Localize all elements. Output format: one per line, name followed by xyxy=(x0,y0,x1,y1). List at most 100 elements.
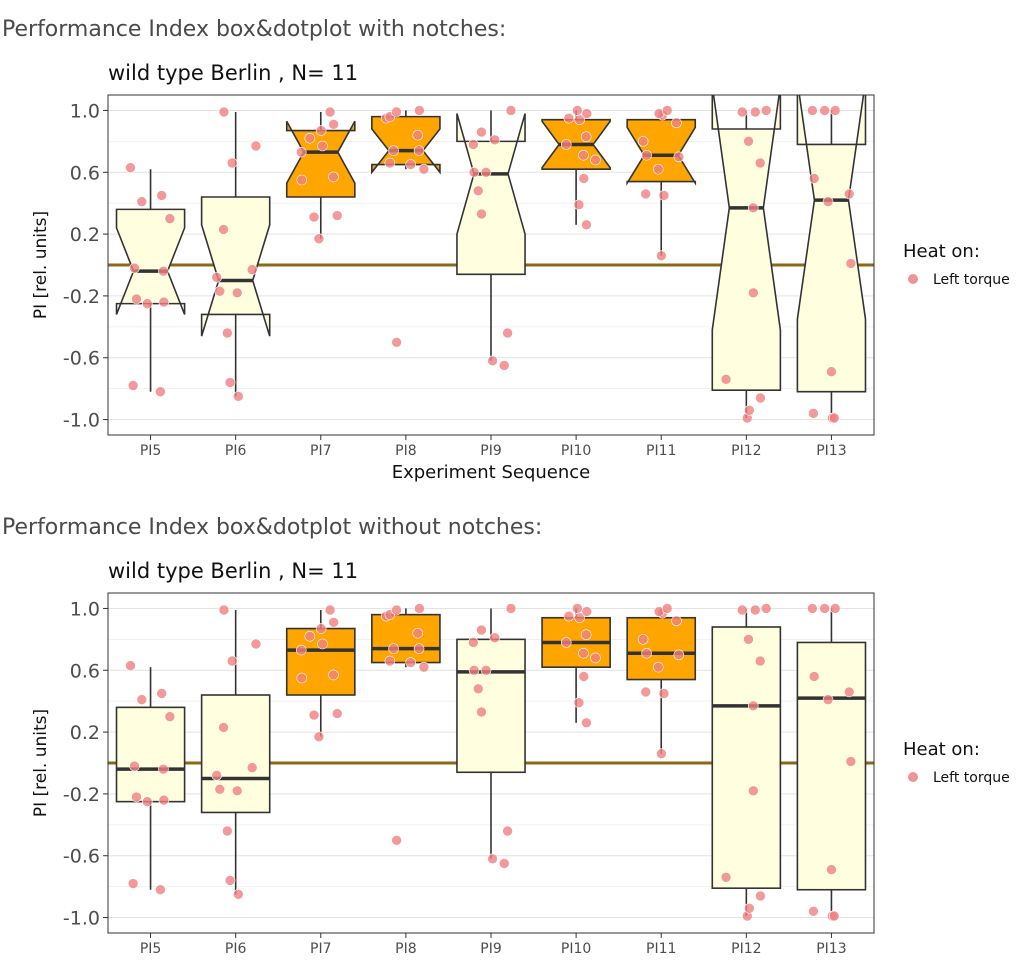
data-point xyxy=(498,360,510,371)
data-point xyxy=(578,149,589,161)
data-point xyxy=(744,902,755,914)
data-point xyxy=(505,603,517,614)
data-point xyxy=(412,129,424,141)
data-point xyxy=(578,173,590,184)
data-point xyxy=(747,700,759,712)
data-point xyxy=(563,112,575,124)
data-point xyxy=(384,157,396,169)
data-point xyxy=(214,285,226,297)
data-point xyxy=(573,199,585,211)
chart-1: wild type Berlin , N= 11 1.0 0.6 0.2 -0.2 -0.… xyxy=(31,559,1010,957)
y-axis-label: PI [rel. units] xyxy=(31,709,51,817)
box-body xyxy=(456,638,526,774)
box-PI6 xyxy=(200,112,271,397)
y-axis: 1.0 0.6 0.2 -0.2 -0.6 -1.0 PI [rel. units] xyxy=(31,100,108,432)
data-point xyxy=(129,262,140,274)
data-point xyxy=(211,272,223,283)
data-point xyxy=(246,762,258,773)
y-tick-label: 1.0 xyxy=(70,598,100,620)
data-point xyxy=(476,208,487,220)
y-tick-label: -0.2 xyxy=(63,286,100,308)
data-point xyxy=(164,213,176,224)
data-point xyxy=(673,649,685,661)
data-point xyxy=(845,258,857,269)
data-point xyxy=(158,265,169,277)
x-tick-label: PI12 xyxy=(731,443,761,459)
data-point xyxy=(328,669,339,681)
box-body xyxy=(371,613,441,664)
data-point xyxy=(843,686,855,698)
data-point xyxy=(391,336,402,348)
data-point xyxy=(760,603,772,614)
data-point xyxy=(590,154,601,166)
y-tick-label: 0.6 xyxy=(70,162,100,184)
data-point xyxy=(388,643,399,654)
legend: Heat on: Left torque xyxy=(903,739,1010,786)
data-point xyxy=(822,694,834,705)
data-point xyxy=(218,604,230,616)
data-point xyxy=(637,634,649,645)
data-point xyxy=(127,878,139,889)
data-point xyxy=(155,884,166,896)
box-body xyxy=(200,196,271,337)
data-point xyxy=(502,825,513,837)
box-body xyxy=(711,626,782,889)
data-point xyxy=(414,105,425,116)
box-body xyxy=(626,118,697,186)
box-body xyxy=(115,208,186,315)
data-point xyxy=(476,706,487,718)
x-axis: PI5 PI6 PI7 PI8 PI9 PI10 PI11 PI12 PI13 Experimen… xyxy=(140,435,847,483)
data-point xyxy=(720,374,732,385)
data-point xyxy=(652,661,664,673)
data-point xyxy=(317,638,328,650)
data-point xyxy=(218,722,229,733)
data-point xyxy=(640,686,652,698)
data-point xyxy=(641,149,652,161)
data-point xyxy=(418,163,430,175)
data-point xyxy=(218,106,230,118)
legend-title: Heat on: xyxy=(903,241,980,262)
x-tick-label: PI6 xyxy=(225,941,247,957)
data-point xyxy=(472,185,484,197)
data-point xyxy=(136,196,148,207)
data-point xyxy=(384,655,396,667)
data-point xyxy=(807,603,818,614)
data-point xyxy=(468,637,479,648)
data-point xyxy=(808,173,820,184)
data-point xyxy=(480,664,492,676)
chart-title: wild type Berlin , N= 11 xyxy=(108,559,358,583)
box-body xyxy=(115,706,186,803)
x-tick-label: PI7 xyxy=(310,443,331,459)
data-point xyxy=(232,889,244,900)
data-point xyxy=(308,709,320,721)
x-tick-label: PI8 xyxy=(395,941,416,957)
data-point xyxy=(231,785,243,797)
data-point xyxy=(468,664,480,676)
data-point xyxy=(489,632,501,644)
data-point xyxy=(388,145,399,156)
data-point xyxy=(125,660,136,671)
box-body xyxy=(711,95,782,391)
data-point xyxy=(760,105,772,116)
data-point xyxy=(156,190,167,201)
data-point xyxy=(828,412,840,424)
x-tick-label: PI9 xyxy=(480,443,501,459)
data-point xyxy=(671,615,682,627)
data-point xyxy=(328,617,339,628)
data-point xyxy=(808,671,820,682)
data-point xyxy=(158,763,169,775)
y-tick-label: -0.6 xyxy=(63,846,100,868)
data-point xyxy=(158,296,170,308)
x-axis: PI5 PI6 PI7 PI8 PI9 PI10 PI11 PI12 PI13 xyxy=(140,933,847,957)
data-point xyxy=(736,106,748,118)
data-point xyxy=(324,604,336,616)
data-point xyxy=(232,391,244,402)
data-point xyxy=(405,657,416,668)
data-point xyxy=(845,756,857,767)
data-point xyxy=(572,603,583,614)
data-point xyxy=(131,293,142,305)
data-point xyxy=(141,796,153,807)
panel-heading-notched: Performance Index box&dotplot with notch… xyxy=(2,17,507,42)
data-point xyxy=(807,105,818,116)
data-point xyxy=(819,603,830,614)
